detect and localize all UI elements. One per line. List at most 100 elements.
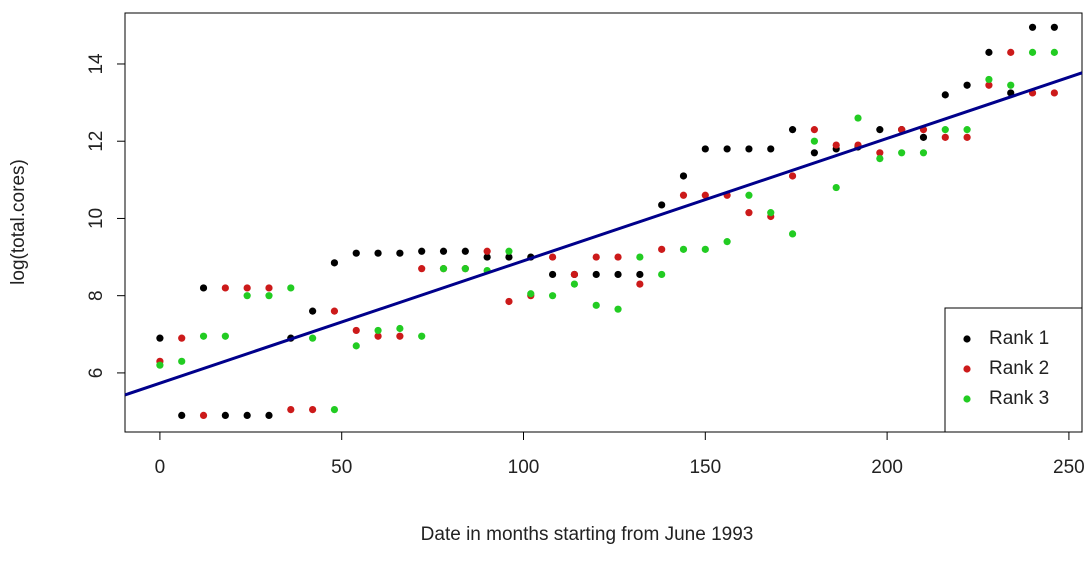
point — [243, 284, 251, 292]
point — [614, 305, 622, 313]
point — [876, 154, 884, 163]
point — [919, 133, 928, 141]
legend-label: Rank 2 — [989, 358, 1049, 379]
point — [309, 307, 317, 315]
point — [265, 284, 273, 292]
point — [876, 126, 884, 134]
point — [309, 334, 317, 342]
point — [548, 270, 557, 279]
point — [658, 201, 666, 209]
point — [745, 145, 753, 153]
point — [788, 230, 797, 238]
point — [788, 172, 797, 180]
point — [330, 307, 339, 315]
y-tick-label: 8 — [86, 290, 107, 301]
point — [592, 301, 600, 309]
point — [178, 334, 186, 342]
point — [199, 332, 208, 340]
point — [701, 245, 709, 253]
point — [636, 253, 644, 261]
point — [527, 290, 535, 298]
point — [418, 247, 426, 255]
point — [461, 247, 469, 255]
point — [548, 292, 557, 300]
y-tick-label: 12 — [86, 131, 107, 152]
x-tick-label: 150 — [689, 457, 721, 478]
point — [309, 406, 317, 414]
point — [396, 324, 404, 333]
point — [330, 406, 339, 414]
point — [1050, 23, 1058, 31]
y-tick-label: 14 — [86, 53, 107, 75]
point — [679, 245, 688, 253]
y-axis-title: log(total.cores) — [8, 159, 29, 285]
y-tick-label: 10 — [86, 208, 107, 229]
point — [243, 411, 251, 419]
x-tick-label: 200 — [871, 457, 903, 478]
point — [985, 48, 993, 56]
point — [832, 183, 840, 192]
point — [483, 247, 491, 255]
point — [832, 141, 840, 149]
point — [592, 270, 600, 279]
point — [199, 284, 208, 292]
x-tick-label: 100 — [508, 457, 540, 478]
legend-marker — [963, 335, 971, 343]
x-tick-label: 250 — [1053, 457, 1084, 478]
point — [810, 126, 818, 134]
point — [265, 411, 273, 419]
legend-label: Rank 1 — [989, 328, 1049, 349]
point — [985, 81, 993, 89]
point — [701, 145, 709, 153]
point — [636, 280, 644, 288]
point — [810, 149, 818, 157]
point — [636, 270, 644, 279]
point — [788, 126, 797, 134]
point — [570, 270, 579, 279]
point — [505, 247, 513, 255]
point — [745, 209, 753, 217]
point — [941, 126, 949, 134]
point — [265, 292, 273, 300]
y-tick-label: 6 — [86, 368, 107, 379]
point — [221, 411, 229, 419]
legend-label: Rank 3 — [989, 388, 1049, 409]
point — [396, 332, 404, 340]
legend-marker — [963, 395, 971, 403]
point — [287, 406, 295, 414]
point — [745, 191, 753, 199]
point — [352, 249, 360, 257]
point — [418, 265, 426, 273]
point — [919, 149, 928, 157]
point — [1050, 89, 1058, 97]
point — [614, 253, 622, 261]
point — [1050, 48, 1058, 56]
plot-frame — [124, 12, 1083, 433]
point — [614, 270, 622, 279]
point — [679, 191, 688, 199]
fit-line — [124, 71, 1083, 397]
point — [679, 172, 688, 180]
point — [178, 357, 186, 365]
point — [396, 249, 404, 257]
legend-marker — [963, 365, 971, 373]
point — [178, 411, 186, 419]
point — [985, 75, 993, 84]
point — [876, 149, 884, 157]
point — [374, 332, 382, 340]
point — [941, 133, 949, 141]
point — [898, 149, 906, 157]
point — [156, 361, 164, 369]
point — [330, 259, 339, 267]
point — [767, 145, 775, 153]
point — [592, 253, 600, 261]
point — [199, 411, 208, 419]
point — [439, 247, 448, 255]
x-tick-label: 0 — [155, 457, 166, 478]
point — [352, 326, 360, 335]
point — [658, 270, 666, 279]
point — [963, 81, 971, 89]
point — [439, 265, 448, 273]
x-tick-label: 50 — [331, 457, 352, 478]
